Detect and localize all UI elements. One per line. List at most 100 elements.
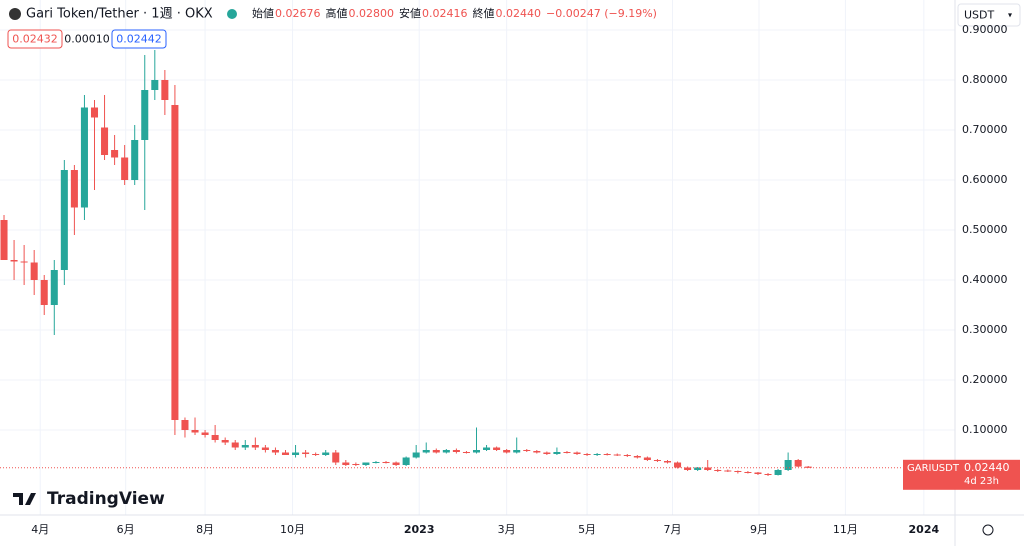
candle-body [442,450,450,453]
candle-body [30,262,38,280]
candle-body [70,170,78,208]
candle-body [714,470,722,471]
x-tick-label: 8月 [196,523,214,536]
change: −0.00247 (−9.19%) [546,7,657,20]
ohlc-value: 0.02800 [349,7,395,20]
candle-body [241,445,249,448]
candle-body [231,442,239,448]
candle-body [101,127,109,155]
candle-body [342,462,350,465]
candle-body [794,460,802,467]
candle-body [613,454,621,456]
candle-body [111,150,119,158]
candle-body [653,460,661,461]
symbol-title: Gari Token/Tether · 1週 · OKX [26,7,213,22]
buy-box[interactable] [111,29,167,49]
candle-body [392,462,400,465]
candle-body [50,270,58,305]
ohlc-label: 安値 [399,6,421,20]
candle-body [804,466,812,468]
candle-body [452,450,460,452]
candle-body [563,452,571,453]
candle-body [583,454,591,455]
last-price: 0.02440 [964,461,1010,474]
ohlc-legend: 始値 0.02676 高値 0.02800 安値 0.02416 終値 0.02440 −0.0… [252,6,657,20]
candle-body [60,170,68,270]
candle-body [573,452,581,454]
candle-body [322,452,330,455]
candle-body [20,261,28,263]
ohlc-value: 0.02416 [422,7,468,20]
candle-body [40,280,48,305]
logo-text: TradingView [47,489,165,509]
candle-body [0,220,8,260]
ohlc-label: 終値 [473,6,495,20]
candle-body [80,107,88,208]
coin-icon [9,8,21,20]
x-tick-label: 2024 [909,523,940,536]
candle-body [553,452,561,454]
ohlc-value: 0.02440 [496,7,542,20]
price-tag: GARIUSDT 0.02440 4d 23h [903,459,1020,490]
candle-body [493,447,501,450]
candle-body [513,450,521,453]
candles [0,50,955,476]
candle-body [382,462,390,463]
candle-body [181,420,189,430]
candle-body [633,456,641,458]
candle-body [503,450,511,453]
candle-body [764,474,772,475]
candle-body [774,470,782,475]
logo: TradingView [13,489,165,509]
candle-body [251,445,259,448]
candle-body [131,140,139,180]
candle-body [432,450,440,453]
candle-body [221,440,229,443]
x-tick-label: 2023 [404,523,435,536]
x-tick-label: 6月 [117,523,135,536]
candle-body [161,80,169,100]
currency-select[interactable] [957,3,1021,27]
candle-body [533,451,541,453]
candle-body [292,452,300,455]
candle-body [121,157,129,180]
y-tick-label: 0.90000 [962,23,1008,36]
settings-icon[interactable] [982,524,994,536]
x-tick-label: 4月 [31,523,49,536]
candle-body [422,450,430,453]
candle-body [90,107,99,118]
candle-body [674,462,682,468]
candle-body [402,457,410,465]
price-tag-bg [903,459,1020,490]
y-tick-label: 0.20000 [962,373,1008,386]
x-tick-label: 3月 [498,523,516,536]
candle-body [603,454,611,455]
candle-body [483,447,491,450]
x-tick-label: 10月 [280,523,305,536]
candle-body [412,452,420,458]
symbol: GARIUSDT [907,463,960,474]
y-tick-label: 0.80000 [962,73,1008,86]
y-tick-label: 0.70000 [962,123,1008,136]
logo-icon [13,493,36,505]
candle-body [201,432,209,435]
candle-body [332,452,340,463]
candle-body [724,470,732,472]
candle-body [704,467,712,470]
candle-body [211,435,219,440]
sell-box[interactable] [7,29,63,49]
ohlc-label: 高値 [326,6,348,20]
candle-body [694,467,702,470]
candle-body [261,447,269,450]
candle-body [141,90,149,140]
x-tick-label: 7月 [664,523,682,536]
x-tick-label: 11月 [833,523,858,536]
candle-body [744,472,752,473]
dropdown-arrow: ▾ [1008,11,1012,20]
candle-body [543,452,551,454]
candle-body [663,461,672,463]
candle-body [462,452,470,453]
candle-body [302,452,310,454]
candle-body [10,260,18,262]
candle-body [734,471,742,472]
